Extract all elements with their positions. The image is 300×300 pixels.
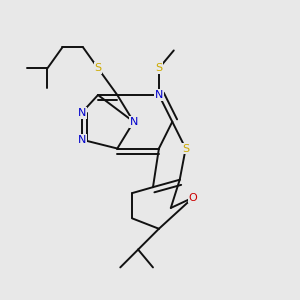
Text: S: S — [155, 63, 163, 73]
Text: N: N — [77, 135, 86, 145]
Text: O: O — [189, 193, 197, 202]
Text: S: S — [94, 63, 101, 73]
Text: N: N — [77, 108, 86, 118]
Text: N: N — [155, 90, 163, 100]
Text: S: S — [182, 143, 189, 154]
Text: N: N — [130, 117, 138, 127]
